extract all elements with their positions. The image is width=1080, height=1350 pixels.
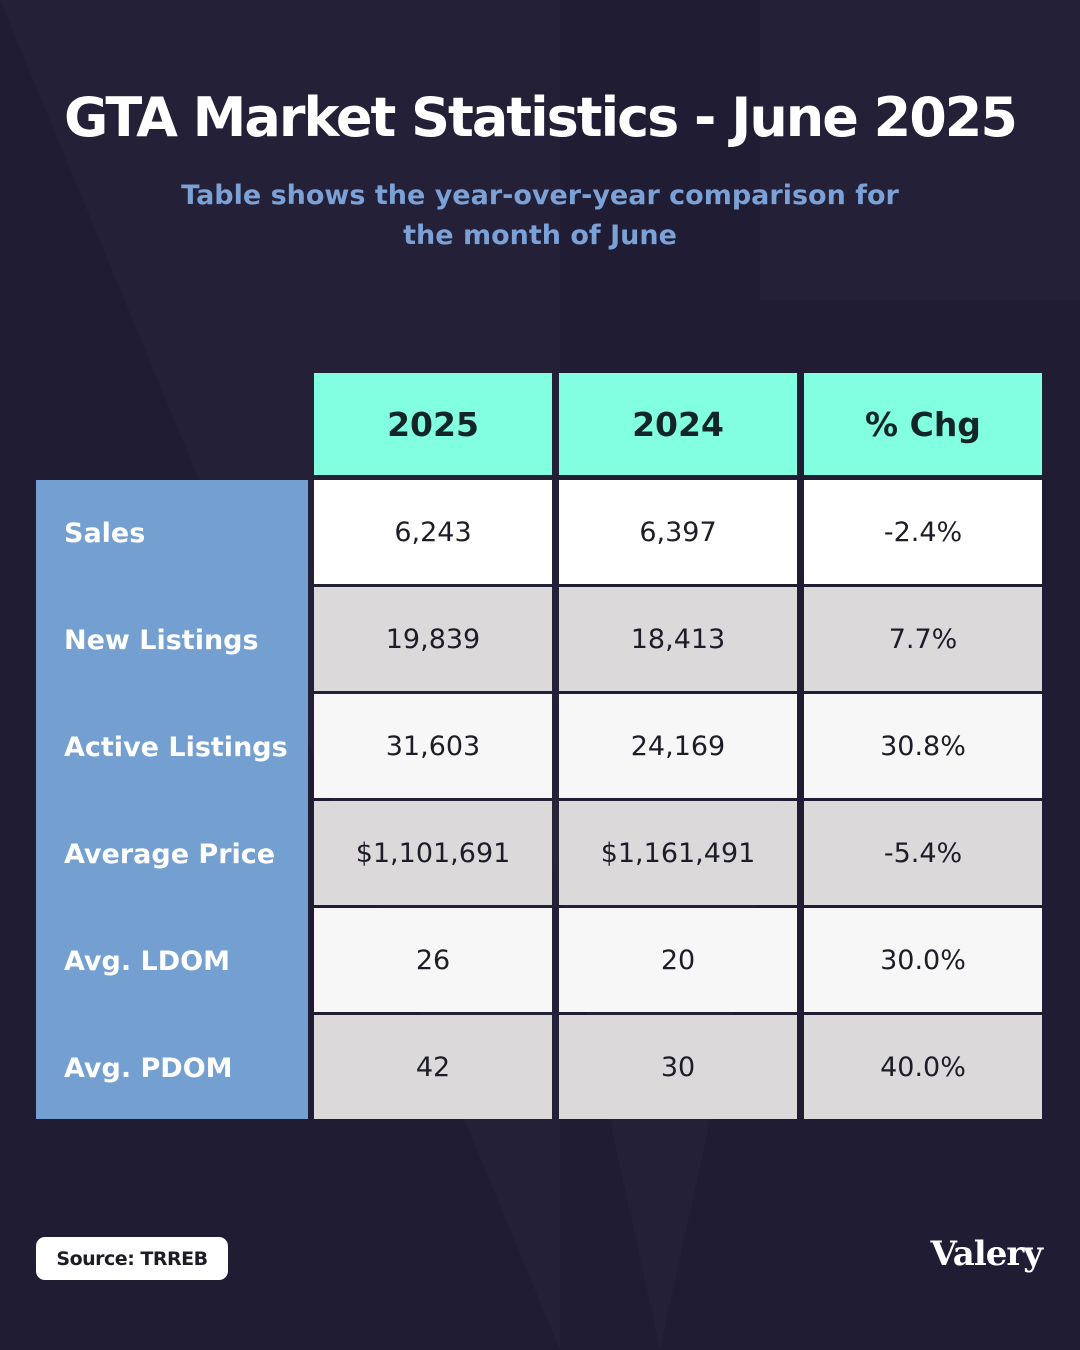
row-label: Active Listings xyxy=(64,731,288,763)
source-badge: Source: TRREB xyxy=(36,1237,228,1280)
table-cell: 20 xyxy=(559,908,797,1012)
column-header: 2024 xyxy=(559,373,797,475)
table-cell: 24,169 xyxy=(559,694,797,798)
row-label: New Listings xyxy=(64,624,259,656)
table-cell: -2.4% xyxy=(804,480,1042,584)
table-cell: 30.0% xyxy=(804,908,1042,1012)
table-cell: 18,413 xyxy=(559,587,797,691)
table-cell: 26 xyxy=(314,908,552,1012)
row-label: Avg. PDOM xyxy=(64,1052,233,1084)
table-cell: 6,243 xyxy=(314,480,552,584)
brand-logo: Valery xyxy=(930,1234,1043,1274)
row-label: Average Price xyxy=(64,838,276,870)
page-title: GTA Market Statistics - June 2025 xyxy=(64,86,1018,149)
subtitle-line-2: the month of June xyxy=(403,220,677,251)
table-cell: $1,101,691 xyxy=(314,801,552,905)
table-cell: 31,603 xyxy=(314,694,552,798)
table-cell: -5.4% xyxy=(804,801,1042,905)
row-label: Avg. LDOM xyxy=(64,945,230,977)
row-label: Sales xyxy=(64,517,146,549)
table-cell: 40.0% xyxy=(804,1015,1042,1119)
row-label-column xyxy=(36,480,308,1119)
table-cell: 30.8% xyxy=(804,694,1042,798)
column-header: 2025 xyxy=(314,373,552,475)
subtitle-line-1: Table shows the year-over-year compariso… xyxy=(181,180,899,211)
table-cell: 19,839 xyxy=(314,587,552,691)
subtitle: Table shows the year-over-year compariso… xyxy=(160,176,920,256)
column-header: % Chg xyxy=(804,373,1042,475)
table-cell: 6,397 xyxy=(559,480,797,584)
table-cell: 30 xyxy=(559,1015,797,1119)
table-cell: $1,161,491 xyxy=(559,801,797,905)
table-cell: 42 xyxy=(314,1015,552,1119)
table-cell: 7.7% xyxy=(804,587,1042,691)
